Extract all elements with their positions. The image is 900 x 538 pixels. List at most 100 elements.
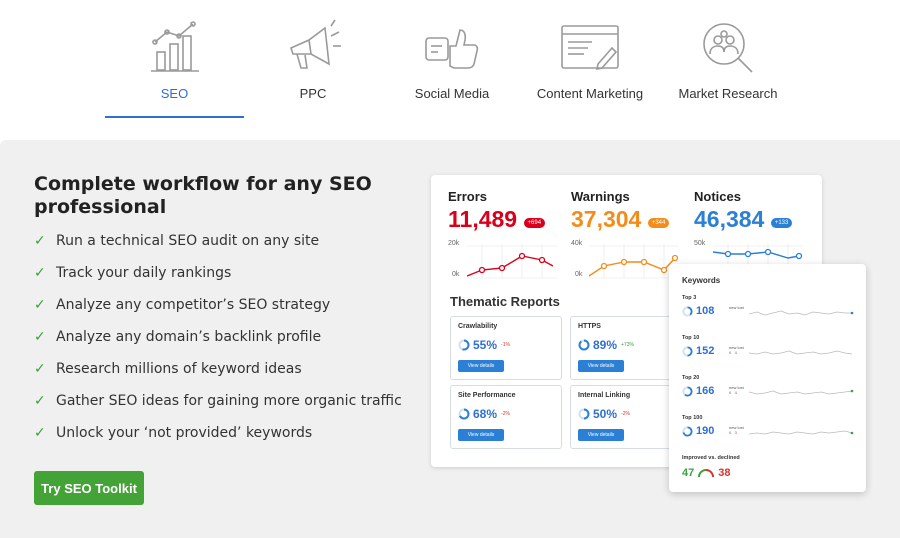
keyword-row-top20: Top 20 166 new lost 6 4: [682, 375, 857, 411]
tab-label: Social Media: [414, 86, 490, 101]
new-label: new: [729, 425, 737, 430]
improved-declined-values: 47 38: [682, 467, 731, 479]
list-item: ✓ Analyze any competitor’s SEO strategy: [34, 297, 402, 329]
active-tab-underline: [105, 116, 244, 118]
progress-ring-icon: [682, 305, 693, 317]
report-value-row: 50% -2%: [578, 407, 630, 421]
progress-ring-icon: [682, 345, 693, 357]
new-lost-counts: new lost 6 4: [729, 345, 744, 355]
report-card-internal-linking: Internal Linking 50% -2% View details: [570, 385, 682, 449]
report-label: Crawlability: [458, 323, 498, 330]
metric-value: 46,384: [694, 206, 765, 232]
keywords-card: Keywords Top 3 108 new lost Top 10 152 n…: [669, 264, 866, 492]
people-search-icon: [703, 23, 753, 73]
tab-seo[interactable]: SEO: [105, 0, 244, 118]
check-icon: ✓: [34, 425, 46, 441]
list-item: ✓ Analyze any domain’s backlink profile: [34, 329, 402, 361]
keyword-row-label: Top 20: [682, 375, 700, 381]
progress-ring-icon: [458, 339, 470, 351]
tab-content-marketing[interactable]: Content Marketing: [522, 0, 658, 118]
view-details-button[interactable]: View details: [458, 360, 504, 372]
report-card-crawlability: Crawlability 55% -1% View details: [450, 316, 562, 380]
tab-label: Market Research: [678, 86, 778, 101]
list-item: ✓ Gather SEO ideas for gaining more organ…: [34, 393, 402, 425]
metric-badge: +133: [770, 217, 793, 228]
new-count: 6: [729, 350, 732, 355]
tab-label: PPC: [299, 86, 327, 101]
axis-label-top: 20k: [448, 240, 460, 247]
metric-badge: +344: [647, 217, 670, 228]
keyword-count: 166: [696, 385, 715, 397]
lost-label: lost: [737, 305, 744, 310]
progress-ring-icon: [578, 339, 590, 351]
new-lost-counts: new lost 6 3: [729, 425, 744, 435]
view-details-button[interactable]: View details: [578, 360, 624, 372]
bar-chart-icon: [150, 21, 199, 72]
product-tabs: SEO PPC Social Media: [0, 0, 900, 140]
keyword-row-top100: Top 100 190 new lost 6 3: [682, 415, 857, 451]
keyword-value-row: 152: [682, 345, 714, 357]
tab-market-research[interactable]: Market Research: [658, 0, 798, 118]
metric-badge: +694: [523, 217, 546, 228]
errors-sparkline: [467, 244, 557, 279]
check-icon: ✓: [34, 361, 46, 377]
report-value-row: 89% +73%: [578, 338, 634, 352]
metric-label: Notices: [694, 189, 741, 204]
lost-count: 3: [734, 430, 737, 435]
metric-value: 37,304: [571, 206, 642, 232]
keyword-value-row: 190: [682, 425, 714, 437]
thumbs-up-icon: [425, 29, 479, 69]
feature-text: Research millions of keyword ideas: [56, 361, 302, 377]
report-value-row: 68% -2%: [458, 407, 510, 421]
keyword-value-row: 166: [682, 385, 714, 397]
new-label: new: [729, 385, 737, 390]
progress-ring-icon: [458, 408, 470, 420]
lost-count: 4: [734, 390, 737, 395]
keyword-row-label: Top 10: [682, 335, 700, 341]
progress-ring-icon: [682, 385, 693, 397]
list-item: ✓ Unlock your ‘not provided’ keywords: [34, 425, 402, 457]
report-delta: +73%: [621, 342, 634, 348]
notices-metric: Notices 46,384 +133: [694, 189, 814, 233]
report-value: 55%: [473, 338, 498, 352]
document-pencil-icon: [561, 25, 619, 71]
lost-label: lost: [737, 345, 744, 350]
keyword-sparkline: [749, 389, 854, 395]
axis-label-bottom: 0k: [575, 271, 583, 278]
feature-text: Gather SEO ideas for gaining more organi…: [56, 393, 402, 409]
improved-declined-label: Improved vs. declined: [682, 455, 740, 461]
keyword-sparkline: [749, 310, 854, 316]
tab-ppc[interactable]: PPC: [244, 0, 382, 118]
view-details-button[interactable]: View details: [578, 429, 624, 441]
metric-label: Warnings: [571, 189, 630, 204]
seo-panel: Complete workflow for any SEO profession…: [0, 140, 900, 538]
lost-label: lost: [737, 385, 744, 390]
notices-sparkline: [713, 244, 803, 278]
axis-label-bottom: 0k: [452, 271, 460, 278]
report-delta: -1%: [501, 342, 510, 348]
report-label: HTTPS: [578, 323, 601, 330]
new-label: new: [729, 305, 737, 310]
feature-text: Analyze any domain’s backlink profile: [56, 329, 322, 345]
report-card-https: HTTPS 89% +73% View details: [570, 316, 682, 380]
check-icon: ✓: [34, 265, 46, 281]
metric-label: Errors: [448, 189, 488, 204]
check-icon: ✓: [34, 329, 46, 345]
report-value: 50%: [593, 407, 618, 421]
new-count: 6: [729, 430, 732, 435]
errors-metric: Errors 11,489 +694: [448, 189, 568, 233]
new-label: new: [729, 345, 737, 350]
tab-social-media[interactable]: Social Media: [382, 0, 522, 118]
view-details-button[interactable]: View details: [458, 429, 504, 441]
improved-count: 47: [682, 467, 695, 479]
warnings-sparkline: [589, 244, 679, 279]
report-label: Internal Linking: [578, 392, 631, 399]
progress-ring-icon: [682, 425, 693, 437]
tab-label: Content Marketing: [536, 86, 644, 101]
lost-label: lost: [737, 425, 744, 430]
report-value: 89%: [593, 338, 618, 352]
keyword-count: 190: [696, 425, 715, 437]
try-seo-toolkit-button[interactable]: Try SEO Toolkit: [34, 471, 144, 505]
progress-ring-icon: [578, 408, 590, 420]
keyword-count: 108: [696, 305, 715, 317]
